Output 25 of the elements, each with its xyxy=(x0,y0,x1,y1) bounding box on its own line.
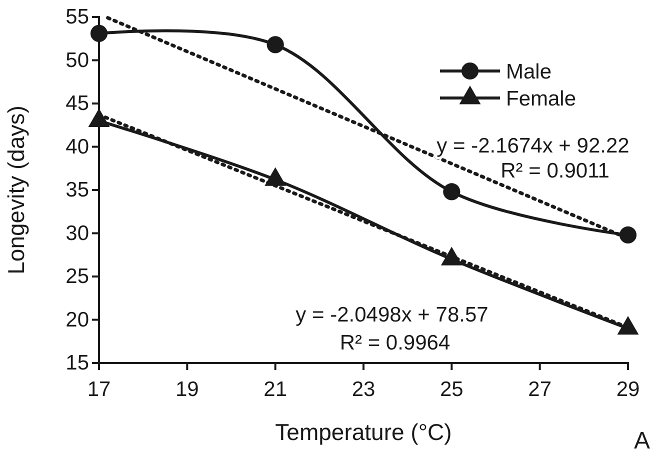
x-tick-label: 21 xyxy=(264,378,288,402)
x-axis-title: Temperature (°C) xyxy=(275,419,452,445)
x-tick-label: 23 xyxy=(352,378,376,402)
y-tick-label: 35 xyxy=(66,178,89,202)
annotation: y = -2.1674x + 92.22 xyxy=(436,134,630,158)
x-tick-label: 27 xyxy=(528,378,552,402)
y-tick-label: 20 xyxy=(66,308,89,332)
x-tick-label: 29 xyxy=(616,378,640,402)
annotation: R² = 0.9011 xyxy=(500,159,610,182)
y-tick-label: 55 xyxy=(66,6,89,29)
annotation: R² = 0.9964 xyxy=(340,331,450,354)
x-tick-label: 25 xyxy=(440,378,464,402)
y-tick-label: 40 xyxy=(66,135,89,158)
annotation: y = -2.0498x + 78.57 xyxy=(296,303,488,326)
x-tick-label: 19 xyxy=(175,378,199,402)
y-tick-label: 15 xyxy=(66,352,89,375)
y-axis-title: Longevity (days) xyxy=(3,106,29,274)
y-tick-label: 45 xyxy=(66,92,89,116)
x-tick-label: 17 xyxy=(87,378,111,402)
y-tick-label: 30 xyxy=(66,222,89,245)
legend-label: Female xyxy=(506,87,576,110)
legend-label: Male xyxy=(506,60,552,84)
y-tick-label: 50 xyxy=(66,48,89,72)
text: A xyxy=(634,427,650,454)
y-tick-label: 25 xyxy=(66,265,89,288)
